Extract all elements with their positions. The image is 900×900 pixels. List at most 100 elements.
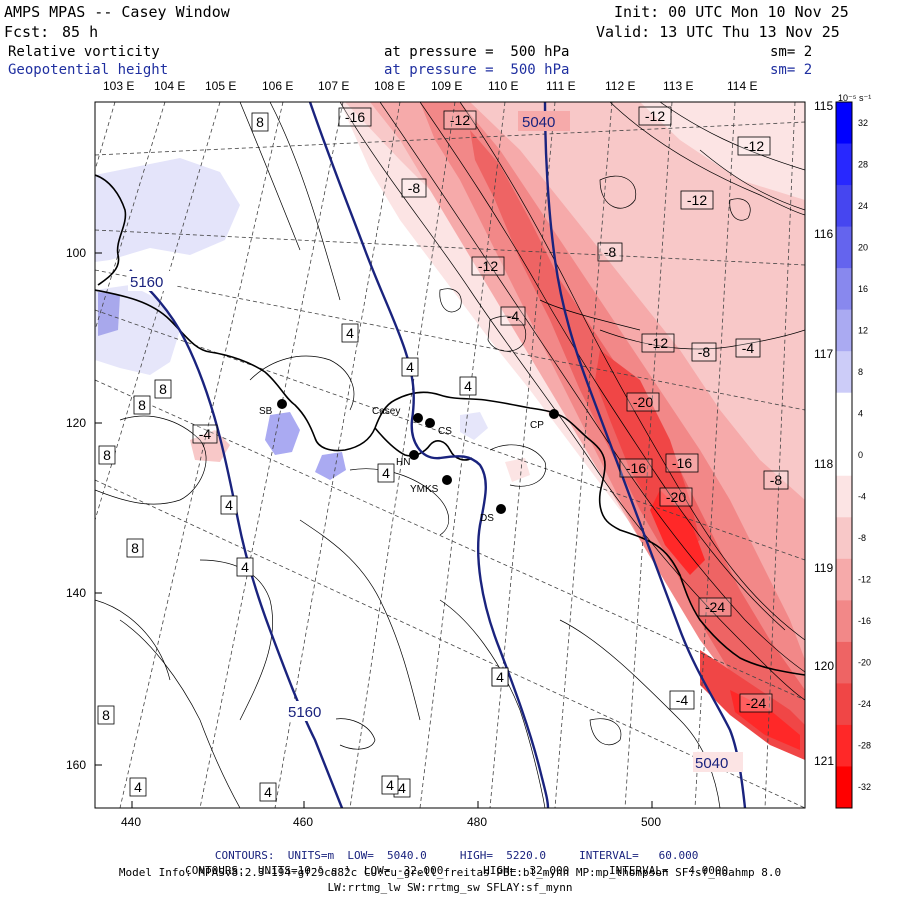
vorticity-label-box (192, 424, 218, 444)
station-label: YMKS (410, 484, 439, 495)
vorticity-label-box (126, 538, 144, 558)
vorticity-label: -20 (633, 394, 653, 410)
colorbar-swatch (836, 517, 852, 560)
station-label: SB (259, 406, 273, 417)
colorbar-swatch (836, 102, 852, 145)
vorticity-labels: -16 -12 -12 -12 -8 -12 -8 -12 -4 -12 -8 -4 -20 -16 -16… (97, 106, 789, 802)
y-tick-label: 140 (66, 586, 86, 600)
station-label: CS (438, 426, 452, 437)
vorticity-label-box (220, 495, 238, 515)
field2-level: at pressure = 500 hPa (384, 62, 570, 78)
vorticity-label-box (638, 106, 672, 126)
station-markers (277, 399, 559, 514)
station-dot (413, 413, 423, 423)
vorticity-label-box (341, 323, 359, 343)
colorbar-swatch (836, 268, 852, 311)
vorticity-label: 8 (256, 114, 264, 130)
vorticity-label: 4 (382, 465, 390, 481)
top-longitude-label: 112 E (605, 79, 635, 93)
footer-vorticity-interval: INTERVAL= 4.0000 (608, 864, 729, 877)
colorbar-swatch (836, 683, 852, 726)
vorticity-label-box (659, 487, 693, 507)
field1-level: at pressure = 500 hPa (384, 44, 570, 60)
vorticity-label: 4 (346, 325, 354, 341)
top-longitude-label: 110 E (488, 79, 518, 93)
top-longitude-label: 107 E (318, 79, 349, 93)
footer-height-summary: CONTOURS: UNITS=m LOW= 5040.0 (214, 849, 427, 862)
y-tick-label: 160 (66, 758, 86, 772)
vorticity-label-box (691, 342, 717, 362)
colorbar-swatch (836, 226, 852, 269)
forecast-label: Fcst: (4, 23, 50, 41)
station-label: HN (396, 457, 410, 468)
footer-model-info: Model Info: MPASv8.2.3-194-gf29cd82c CU:… (118, 866, 782, 879)
vorticity-label: -8 (408, 180, 421, 196)
colorbar-tick-label: 4 (858, 408, 863, 418)
colorbar: 32 28 24 20 16 12 8 4 0 -4 -8 -12 -16 -20 -24 -28 -32 (835, 101, 871, 809)
vorticity-label-box (338, 107, 372, 127)
vorticity-label-box (471, 256, 505, 276)
vorticity-label: 4 (398, 780, 406, 796)
vorticity-label: -12 (645, 108, 665, 124)
vorticity-label: -8 (698, 344, 711, 360)
colorbar-swatch (836, 392, 852, 435)
vorticity-label: 4 (496, 669, 504, 685)
valid-time: Valid: 13 UTC Thu 13 Nov 25 (596, 23, 840, 41)
station-dot (442, 475, 452, 485)
vorticity-label: -8 (604, 244, 617, 260)
colorbar-tick-label: 16 (858, 284, 868, 294)
vorticity-label: -12 (478, 258, 498, 274)
station-labels: SB Casey CS CP HN YMKS DS (259, 406, 544, 524)
colorbar-swatch (836, 185, 852, 228)
map-title: AMPS MPAS -- Casey Window (4, 3, 230, 21)
vorticity-label: -4 (199, 426, 212, 442)
vorticity-label-box (236, 557, 254, 577)
vorticity-label-box (500, 306, 526, 326)
vorticity-label-box (619, 458, 653, 478)
top-longitude-labels: 103 E 104 E 105 E 106 E 107 E 108 E 109 E 110 E… (103, 79, 757, 93)
colorbar-tick-label: 20 (858, 242, 868, 252)
vorticity-label: -16 (626, 460, 646, 476)
vorticity-label: 8 (131, 540, 139, 556)
y-axis-labels: 100 120 140 160 (66, 246, 86, 772)
vorticity-label-box (739, 693, 773, 713)
top-longitude-label: 104 E (154, 79, 185, 93)
colorbar-tick-label: 24 (858, 201, 868, 211)
map-plot-area: SB Casey CS CP HN YMKS DS 5040 5160 5160… (95, 102, 805, 808)
colorbar-tick-label: -16 (858, 616, 871, 626)
vorticity-label: -8 (770, 472, 783, 488)
station-dot (409, 450, 419, 460)
vorticity-label: 4 (225, 497, 233, 513)
x-tick-label: 480 (467, 815, 487, 829)
station-dot (549, 409, 559, 419)
vorticity-label-box (680, 190, 714, 210)
vorticity-label-box (665, 453, 699, 473)
vorticity-label-box (98, 445, 116, 465)
colorbar-swatch (836, 309, 852, 352)
vorticity-label-box (735, 338, 761, 358)
footer-height-contours: CONTOURS: UNITS=m LOW= 5040.0 HIGH= 5220… (0, 836, 900, 862)
vorticity-label-box (381, 775, 399, 795)
colorbar-tick-label: -32 (858, 782, 871, 792)
vorticity-label-box (133, 395, 151, 415)
colorbar-swatch (836, 143, 852, 186)
colorbar-swatch (836, 475, 852, 518)
x-axis (131, 801, 653, 808)
colorbar-tick-label: -12 (858, 575, 871, 585)
colorbar-tick-label: -8 (858, 533, 866, 543)
vorticity-label: -24 (705, 599, 725, 615)
vorticity-label: 4 (406, 359, 414, 375)
vorticity-label: 8 (159, 381, 167, 397)
vorticity-label: -4 (507, 308, 520, 324)
colorbar-unit: 10⁻⁵ s⁻¹ (838, 93, 871, 103)
footer-height-interval: INTERVAL= 60.000 (579, 849, 699, 862)
vorticity-label: -4 (676, 692, 689, 708)
top-longitude-label: 106 E (262, 79, 293, 93)
station-dot (425, 418, 435, 428)
vorticity-label-box (626, 392, 660, 412)
vorticity-label-box (377, 463, 395, 483)
vorticity-label-box (401, 357, 419, 377)
vorticity-label: -24 (746, 695, 766, 711)
vorticity-label: 8 (138, 397, 146, 413)
